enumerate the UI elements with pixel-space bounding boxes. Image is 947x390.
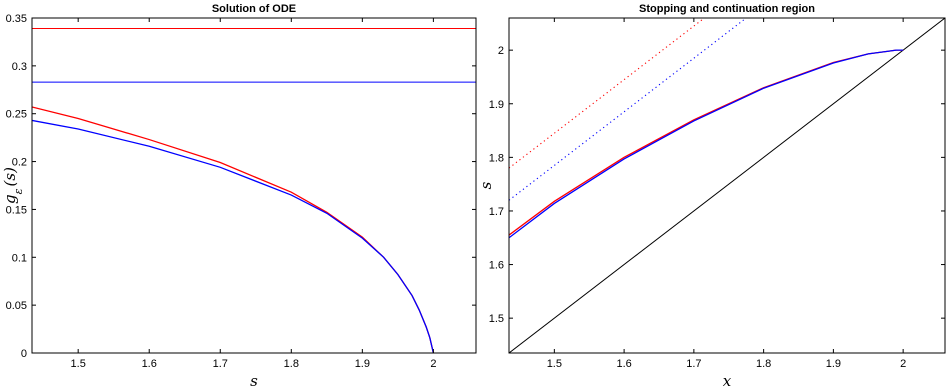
x-tick-label: 1.6: [142, 358, 157, 370]
series-line-2: [32, 119, 435, 353]
chart-panel-1: 1.5 1.6 1.7 1.8 1.9 2 0 0.05 0.1 0.15 0.2 0.25 0.3 0.…: [1, 3, 477, 390]
plot-frame: [31, 17, 477, 354]
y-tick-label: 2: [498, 45, 504, 57]
chart-title: Solution of ODE: [212, 3, 296, 15]
x-axis-label: x: [723, 372, 732, 390]
series-group: [32, 28, 476, 353]
y-tick-label: 0.35: [6, 13, 27, 25]
x-tick-label: 2: [900, 358, 906, 370]
y-tick-label: 0.2: [12, 157, 27, 169]
y-tick-label: 1.7: [489, 206, 504, 218]
x-tick-label: 1.5: [71, 358, 86, 370]
x-tick-label: 1.5: [547, 358, 562, 370]
x-tick-label: 1.8: [756, 358, 771, 370]
y-tick-label: 0.15: [6, 204, 27, 216]
chart-title: Stopping and continuation region: [639, 3, 815, 15]
y-axis-label: s: [477, 181, 495, 189]
x-axis-label: s: [250, 372, 258, 390]
y-tick-label: 0.1: [12, 252, 27, 264]
y-tick-label: 0.05: [6, 300, 27, 312]
y-tick-label: 1.6: [489, 260, 504, 272]
series-line-1: [509, 18, 945, 353]
x-tick-label: 1.9: [355, 358, 370, 370]
series-line-4: [509, 18, 705, 169]
series-line-1: [32, 106, 435, 353]
x-tick-label: 2: [430, 358, 436, 370]
series-group: [509, 18, 945, 353]
y-axis-label: gε(s): [1, 167, 25, 204]
x-tick-label: 1.9: [826, 358, 841, 370]
y-tick-label: 0: [21, 348, 27, 360]
series-line-5: [509, 18, 747, 201]
x-tick-label: 1.8: [284, 358, 299, 370]
x-tick-label: 1.7: [686, 358, 701, 370]
x-tick-label: 1.6: [616, 358, 631, 370]
series-line-3: [509, 49, 904, 239]
y-tick-label: 0.3: [12, 61, 27, 73]
y-tick-label: 1.8: [489, 152, 504, 164]
plot-frame: [508, 17, 946, 354]
y-tick-label: 1.5: [489, 313, 504, 325]
chart-panel-2: 1.5 1.6 1.7 1.8 1.9 2 1.5 1.6 1.7 1.8 1.9 2 Stopping…: [477, 3, 946, 390]
series-line-2: [509, 49, 904, 236]
y-tick-label: 1.9: [489, 99, 504, 111]
y-tick-label: 0.25: [6, 109, 27, 121]
x-tick-label: 1.7: [213, 358, 228, 370]
